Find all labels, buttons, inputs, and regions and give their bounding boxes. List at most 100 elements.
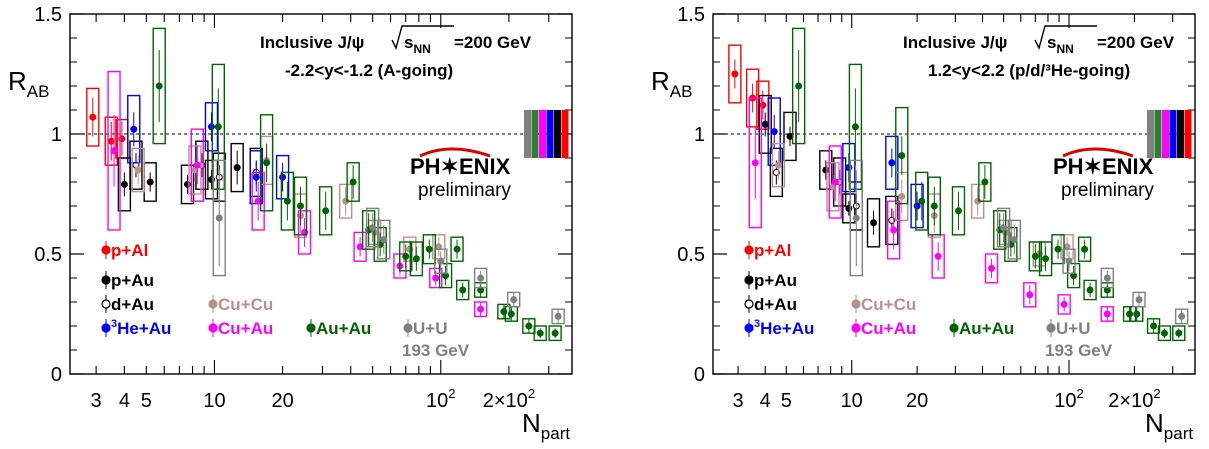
legend-label-cu-cu: Cu+Cu [218,295,273,314]
systematic-box [293,176,308,236]
data-point [1010,236,1018,244]
data-point [297,202,305,210]
header-energy: =200 GeV [1097,33,1175,52]
systematic-box [280,171,295,231]
header-line-1: Inclusive J/ψ [903,33,1007,52]
x-axis-label: Npart [1145,408,1193,443]
systematic-box [1007,219,1021,260]
legend-label-p-al: p+Al [754,241,791,260]
data-point [453,245,461,253]
systematic-box [450,236,464,262]
data-point [1026,291,1034,299]
systematic-box [251,171,265,231]
legend-marker [306,323,316,333]
chart-panel-left: 00.511.53 4 5 10 20 102 2×102RABNpartInclusive… [8,4,573,443]
systematic-box [1077,236,1092,262]
data-point [918,197,926,205]
data-point [934,252,942,260]
data-point [1178,312,1186,320]
x-tick-label: 3 [733,390,744,412]
series-auau [152,27,562,342]
systematic-box [180,164,195,205]
preliminary-label: preliminary [418,180,511,201]
data-point [134,166,142,174]
data-point [870,219,878,227]
systematic-box [377,219,391,260]
data-point [110,147,118,155]
global-uncertainty-box [524,110,531,158]
data-point [155,82,163,90]
data-point [1103,274,1111,282]
data-point [402,252,410,260]
systematic-box [1100,267,1114,289]
data-point [1133,310,1141,318]
legend-label-uu-energy: 193 GeV [402,341,470,360]
systematic-box [767,97,781,166]
systematic-box [771,142,786,188]
systematic-box [783,111,797,162]
global-uncertainty-box [1169,110,1177,158]
phenix-logo: PH✶ENIX [1053,154,1154,179]
y-axis-label-sub: AB [27,82,50,101]
data-point [432,274,440,282]
systematic-box [230,142,244,193]
x-tick-label: 2×102 [483,386,535,412]
data-point [536,329,544,337]
sqrt-sign-icon [391,25,454,50]
y-tick-label: 1 [694,124,705,146]
data-point [898,192,906,200]
data-point [380,236,388,244]
systematic-box [769,147,784,198]
data-point [207,123,215,131]
systematic-box [533,325,547,342]
global-uncertainty-box [539,110,546,158]
data-point [349,178,357,186]
x-tick-label: 102 [426,386,455,412]
x-axis-label-sub: part [541,424,571,443]
data-point [89,113,97,121]
data-point [1000,224,1008,232]
y-tick-label: 0 [694,364,705,386]
data-point [477,305,485,313]
legend-marker [101,299,111,309]
plot-frame [712,13,1196,375]
legend-label-text: He+Au [760,319,814,338]
global-uncertainty-box [1184,110,1192,158]
data-point [795,82,803,90]
systematic-box [849,159,864,277]
systematic-box [885,135,899,190]
systematic-box [996,207,1011,248]
data-point [981,178,989,186]
systematic-box [895,106,909,205]
series-uu [212,159,565,325]
data-point [1086,286,1094,294]
legend-label-text: He+Au [117,319,171,338]
systematic-box [728,44,742,104]
legend-marker [949,323,959,333]
legend-superscript: 3 [754,318,760,330]
data-point [215,214,223,222]
header-line-1: Inclusive J/ψ [260,33,364,52]
data-point [279,173,287,181]
data-point [822,166,830,174]
x-tick-label: 20 [906,390,928,412]
data-point [774,161,782,169]
legend-marker [208,299,218,309]
legend-marker [208,323,218,333]
data-point [831,178,839,186]
systematic-box [826,162,840,212]
data-point [761,120,769,128]
systematic-box [190,128,205,202]
systematic-box [978,162,992,202]
x-tick-label: 5 [781,390,792,412]
data-point [477,274,485,282]
data-point [369,224,377,232]
legend-marker [101,323,111,333]
legend-superscript: 3 [111,318,117,330]
systematic-box [866,198,881,248]
x-tick-exponent: 2 [1153,386,1160,401]
series-pal [86,87,129,166]
systematic-box [399,241,413,272]
systematic-box [438,262,453,289]
systematic-box [984,253,999,284]
